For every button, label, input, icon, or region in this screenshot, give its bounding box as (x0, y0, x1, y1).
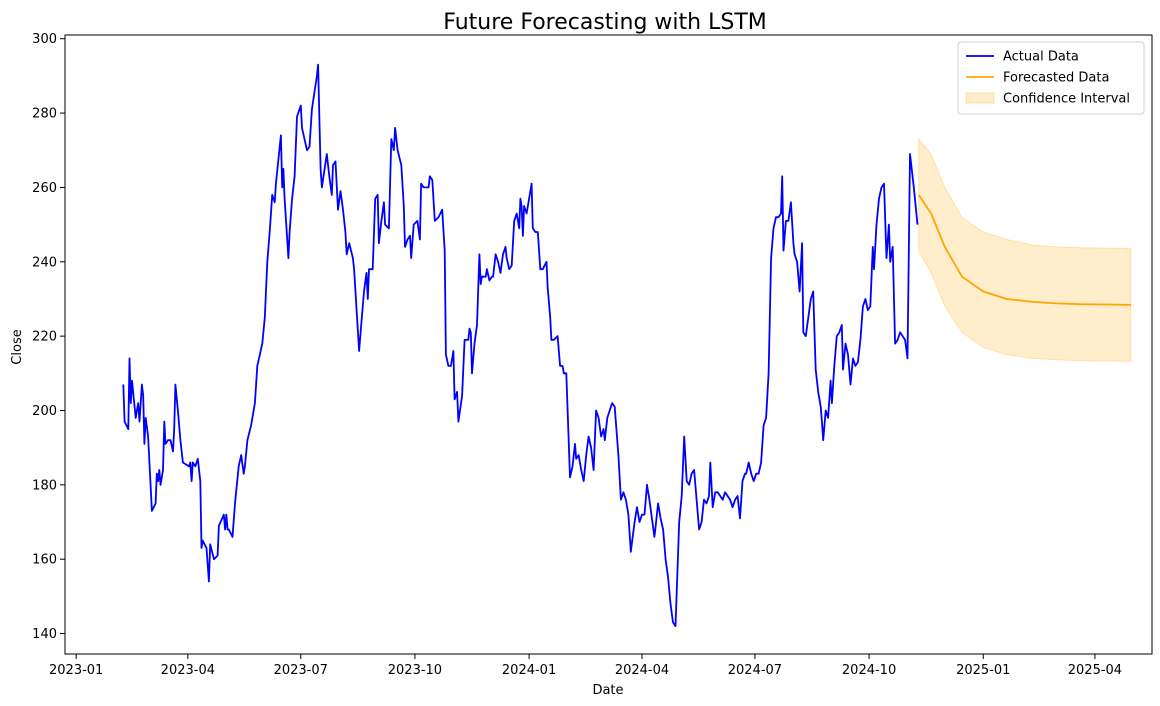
y-tick-label: 160 (32, 553, 57, 568)
x-tick-label: 2023-01 (49, 663, 103, 678)
legend-actual-label: Actual Data (1003, 50, 1079, 65)
forecast-line (917, 194, 1131, 306)
plot-frame (64, 34, 1153, 655)
legend-forecast-label: Forecasted Data (1003, 71, 1109, 86)
x-tick-label: 2024-10 (842, 663, 896, 678)
y-tick-label: 220 (32, 330, 57, 345)
y-tick-label: 140 (32, 627, 57, 642)
x-tick-label: 2023-04 (161, 663, 215, 678)
x-tick-label: 2024-01 (502, 663, 556, 678)
x-axis-label: Date (592, 683, 623, 698)
legend-box (957, 41, 1145, 115)
plot-area: 2023-01 2023-04 2023-07 2023-10 2024-01 2024-… (32, 32, 1153, 678)
y-tick-label: 260 (32, 181, 57, 196)
y-axis-label: Close (10, 329, 25, 364)
confidence-band (918, 137, 1132, 362)
legend-confidence-swatch (965, 92, 995, 104)
y-tick-label: 240 (32, 255, 57, 270)
legend: Actual Data Forecasted Data Confidence Int… (957, 41, 1145, 115)
y-tick-label: 300 (32, 32, 57, 47)
y-tick-label: 180 (32, 478, 57, 493)
actual-data-line (122, 63, 919, 627)
x-tick-label: 2024-04 (615, 663, 669, 678)
y-tick-label: 200 (32, 404, 57, 419)
x-tick-label: 2025-04 (1068, 663, 1122, 678)
x-tick-label: 2023-10 (388, 663, 442, 678)
y-tick-label: 280 (32, 107, 57, 122)
x-tick-label: 2023-07 (274, 663, 328, 678)
x-tick-label: 2024-07 (728, 663, 782, 678)
legend-confidence-label: Confidence Interval (1003, 92, 1130, 107)
x-tick-label: 2025-01 (956, 663, 1010, 678)
chart-title: Future Forecasting with LSTM (443, 10, 766, 35)
